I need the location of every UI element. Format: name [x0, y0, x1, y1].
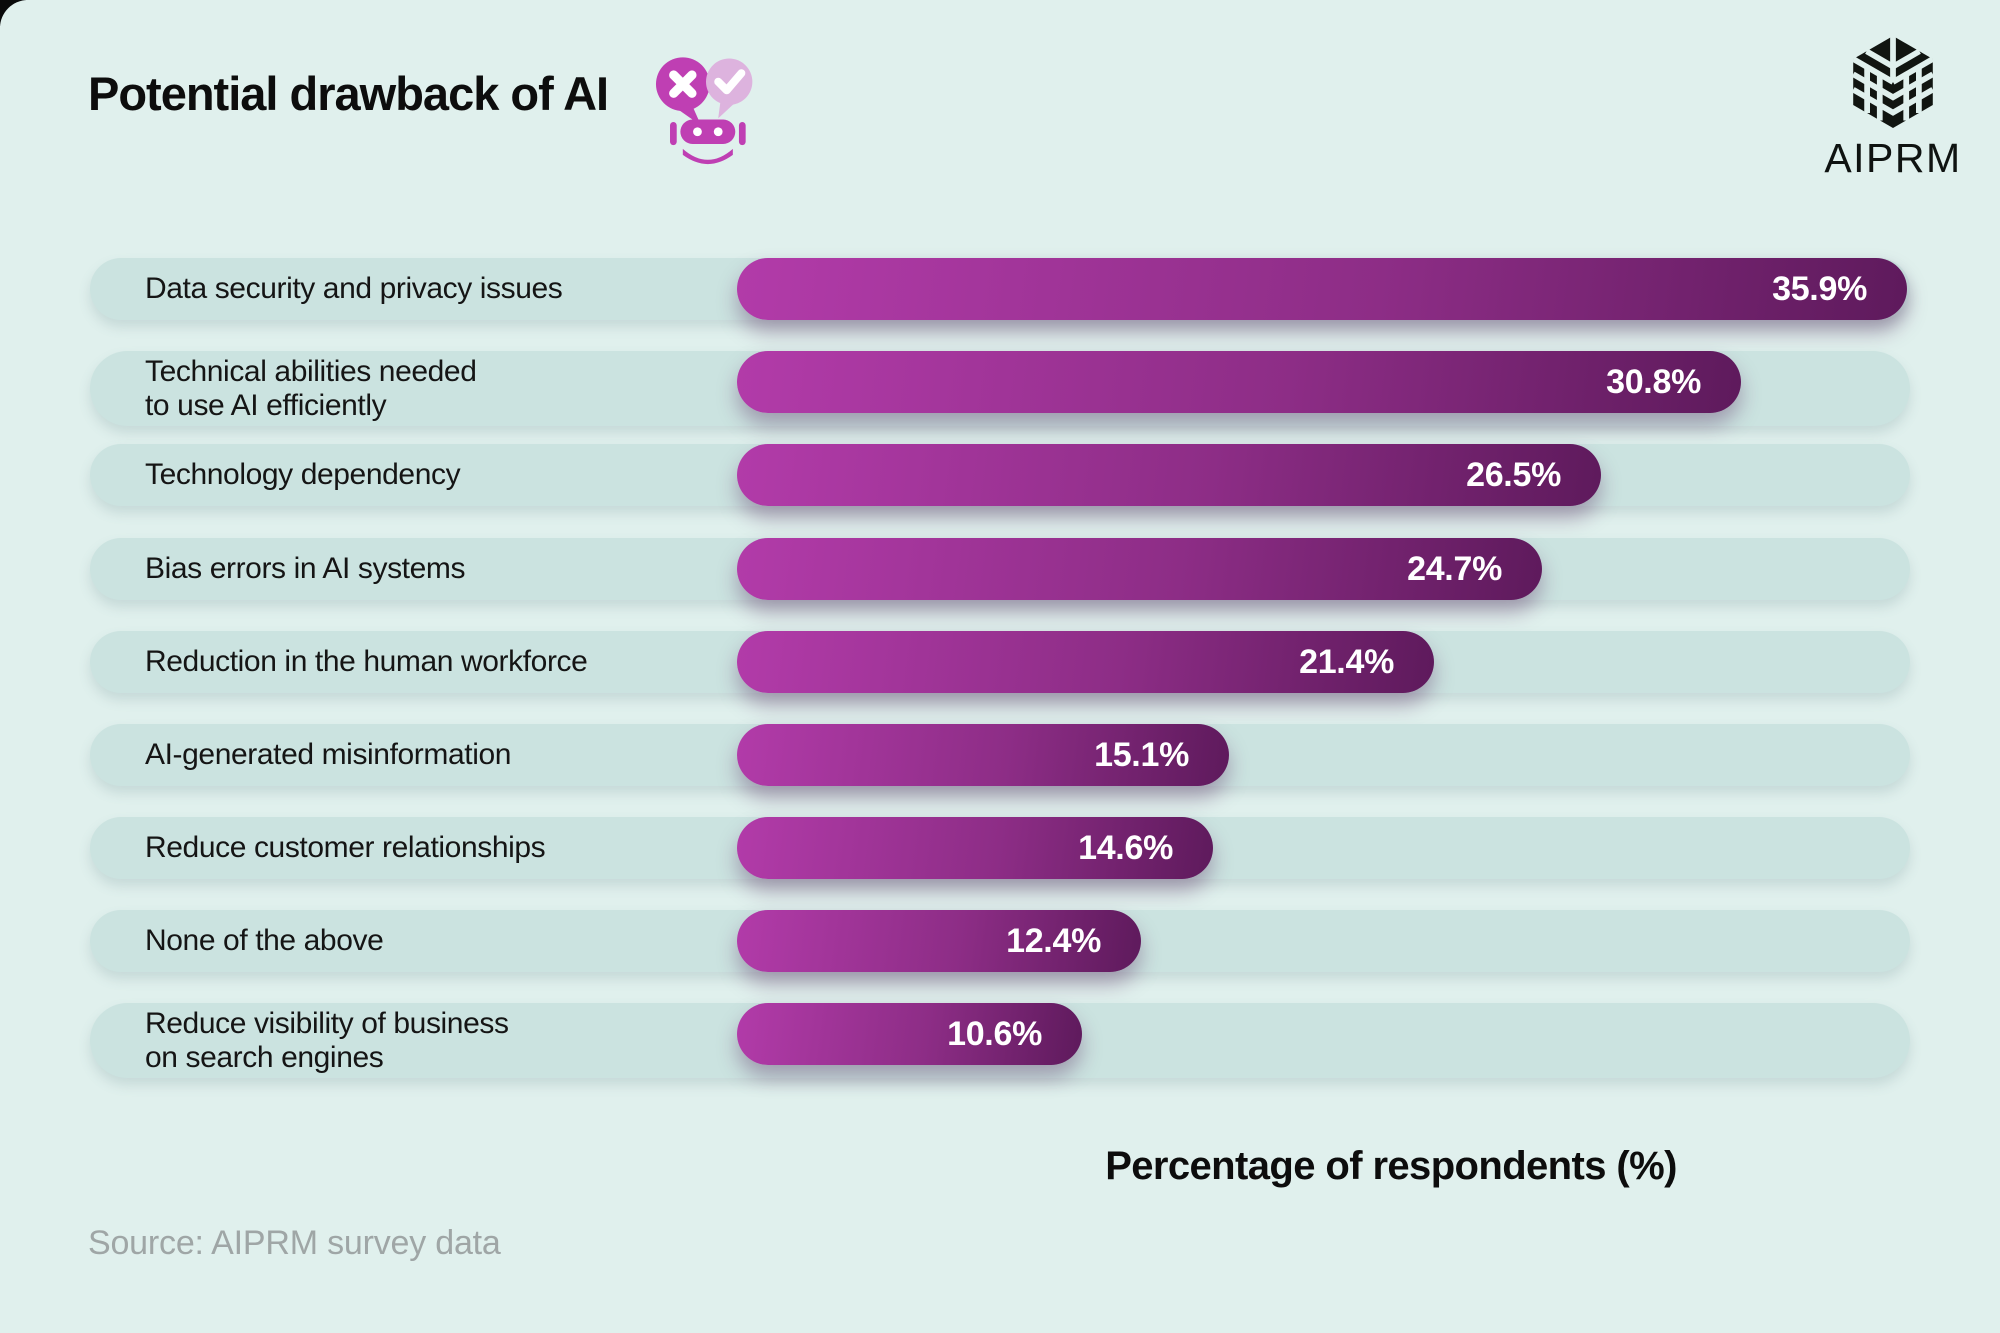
- bar: 10.6%: [737, 1003, 1082, 1065]
- bar: 35.9%: [737, 258, 1907, 320]
- chart-row: Technical abilities needed to use AI eff…: [90, 351, 1910, 426]
- category-label: None of the above: [145, 924, 384, 957]
- value-label: 26.5%: [1466, 456, 1561, 494]
- chart-row: Data security and privacy issues 35.9%: [90, 258, 1910, 320]
- chart-row: Reduce customer relationships 14.6%: [90, 817, 1910, 879]
- brand-block: AIPRM: [1800, 36, 1986, 182]
- value-label: 12.4%: [1006, 922, 1101, 960]
- value-label: 15.1%: [1094, 736, 1189, 774]
- page-corner-rounded: [0, 0, 60, 60]
- category-label: Data security and privacy issues: [145, 272, 563, 305]
- category-label: AI-generated misinformation: [145, 738, 512, 771]
- category-label: Reduction in the human workforce: [145, 645, 588, 678]
- category-label: Technology dependency: [145, 458, 461, 491]
- source-note: Source: AIPRM survey data: [88, 1224, 501, 1262]
- category-label: Technical abilities needed to use AI eff…: [145, 354, 477, 422]
- chart-row: Technology dependency 26.5%: [90, 444, 1910, 506]
- aiprm-cube-logo-icon: [1851, 36, 1935, 128]
- chart-row: Reduce visibility of business on search …: [90, 1003, 1910, 1078]
- chart-row: Reduction in the human workforce 21.4%: [90, 631, 1910, 693]
- bar: 14.6%: [737, 817, 1213, 879]
- category-label: Bias errors in AI systems: [145, 552, 466, 585]
- category-label: Reduce customer relationships: [145, 831, 546, 864]
- brand-name: AIPRM: [1824, 135, 1962, 181]
- value-label: 35.9%: [1772, 270, 1867, 308]
- bar: 12.4%: [737, 910, 1141, 972]
- chart-row: Bias errors in AI systems 24.7%: [90, 538, 1910, 600]
- x-speech-bubble-icon: [655, 57, 710, 126]
- x-axis-label: Percentage of respondents (%): [1105, 1144, 1677, 1188]
- value-label: 10.6%: [947, 1015, 1042, 1053]
- value-label: 30.8%: [1606, 363, 1701, 401]
- robot-face: [670, 119, 746, 165]
- chart-row: None of the above 12.4%: [90, 910, 1910, 972]
- chart-row: AI-generated misinformation 15.1%: [90, 724, 1910, 786]
- page-title: Potential drawback of AI: [88, 67, 609, 120]
- bar: 30.8%: [737, 351, 1741, 413]
- bar: 15.1%: [737, 724, 1229, 786]
- bar: 26.5%: [737, 444, 1601, 506]
- value-label: 21.4%: [1299, 643, 1394, 681]
- robot-chat-icon: [655, 57, 753, 165]
- category-label: Reduce visibility of business on search …: [145, 1006, 509, 1074]
- bar: 21.4%: [737, 631, 1434, 693]
- value-label: 14.6%: [1078, 829, 1173, 867]
- bar: 24.7%: [737, 538, 1542, 600]
- value-label: 24.7%: [1407, 550, 1502, 588]
